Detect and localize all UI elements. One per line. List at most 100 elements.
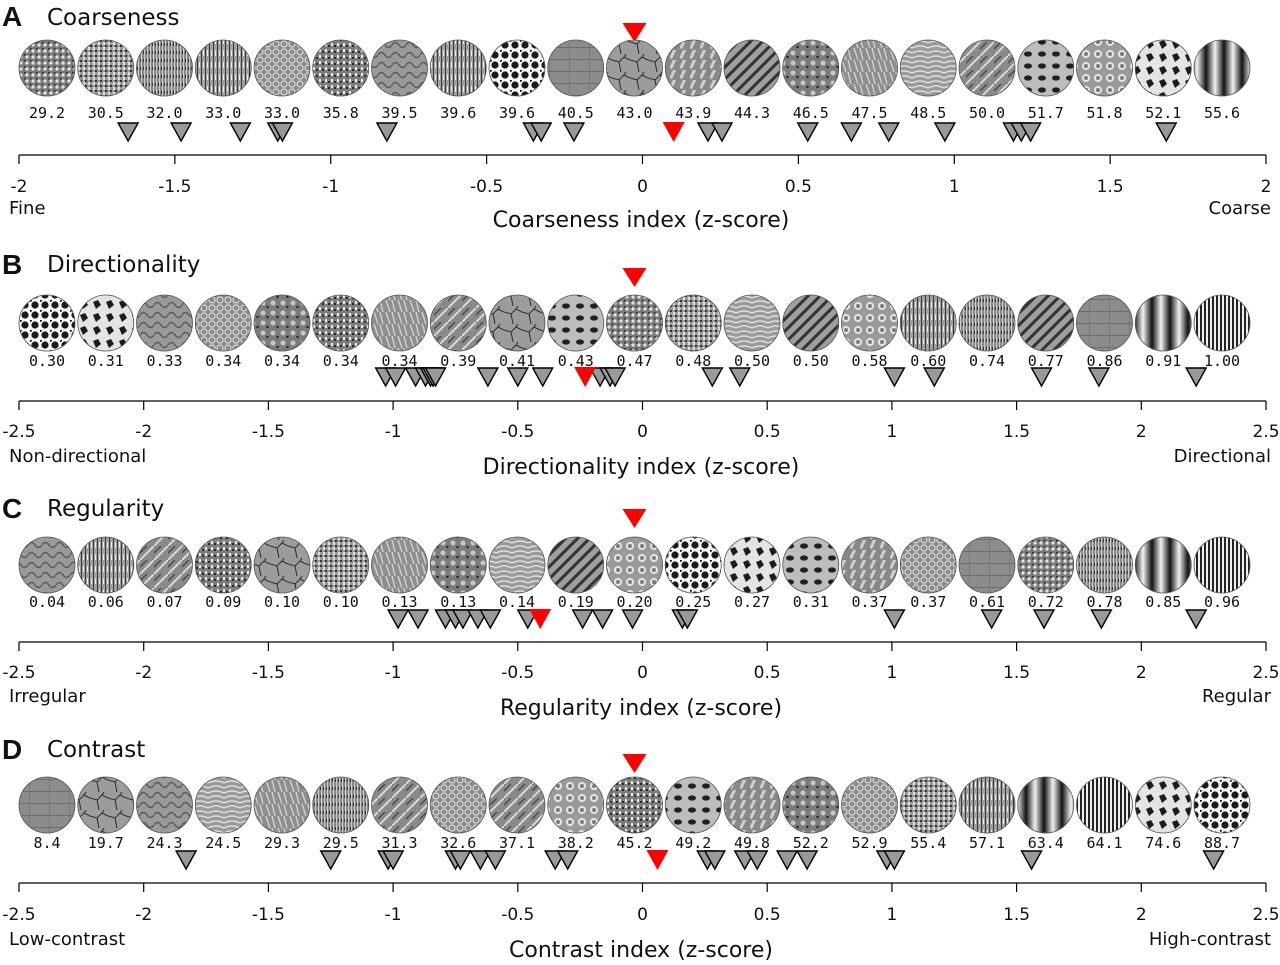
texture-value-label: 57.1 bbox=[969, 834, 1005, 852]
texture-sample bbox=[1193, 39, 1251, 97]
texture-sample bbox=[312, 536, 370, 594]
sample-marker bbox=[676, 609, 699, 630]
panel-letter: C bbox=[2, 493, 22, 524]
texture-sample bbox=[371, 39, 428, 97]
texture-sample bbox=[77, 39, 135, 97]
x-axis-label: Contrast index (z-score) bbox=[509, 938, 773, 963]
sample-marker bbox=[603, 367, 627, 388]
texture-value-label: 64.1 bbox=[1086, 834, 1122, 852]
texture-value-label: 0.33 bbox=[146, 352, 182, 370]
panel-b: B Directionality 0.30 0.31 0.33 0.34 0.34 0.34 0… bbox=[2, 249, 1280, 480]
sample-marker bbox=[484, 850, 507, 871]
sample-marker bbox=[1155, 122, 1178, 143]
texture-sample bbox=[606, 776, 663, 834]
texture-value-label: 0.50 bbox=[734, 352, 770, 370]
texture-sample bbox=[1134, 536, 1192, 594]
texture-value-label: 52.2 bbox=[793, 834, 829, 852]
x-tick-label: 2 bbox=[1136, 422, 1147, 442]
sample-marker bbox=[384, 367, 407, 388]
texture-sample bbox=[488, 776, 546, 834]
texture-value-label: 49.8 bbox=[734, 834, 770, 852]
x-tick-label: 2.5 bbox=[1252, 422, 1279, 442]
texture-value-label: 0.77 bbox=[1028, 352, 1064, 370]
texture-sample bbox=[429, 776, 487, 834]
texture-value-label: 0.39 bbox=[440, 352, 476, 370]
texture-value-label: 0.20 bbox=[616, 593, 652, 611]
texture-sample bbox=[1076, 294, 1133, 352]
texture-sample bbox=[488, 294, 546, 352]
texture-sample bbox=[841, 536, 898, 594]
panel-title: Directionality bbox=[47, 252, 200, 278]
texture-sample bbox=[253, 536, 311, 594]
texture-value-label: 0.09 bbox=[205, 593, 241, 611]
texture-sample bbox=[664, 294, 722, 352]
texture-value-label: 1.00 bbox=[1204, 352, 1240, 370]
texture-value-label: 46.5 bbox=[793, 104, 829, 122]
texture-sample bbox=[1017, 776, 1075, 834]
x-tick-label: 2.5 bbox=[1252, 663, 1279, 683]
x-tick-label: 0 bbox=[637, 663, 648, 683]
texture-sample bbox=[194, 536, 252, 594]
texture-sample bbox=[312, 39, 370, 97]
panel-a: A Coarseness 29.2 30.5 32.0 33.0 33.0 35.8 39.5 3… bbox=[2, 1, 1271, 233]
texture-sample bbox=[664, 776, 722, 834]
texture-sample bbox=[1017, 294, 1075, 352]
x-tick-label: -1.5 bbox=[252, 422, 285, 442]
sample-marker bbox=[424, 367, 447, 388]
sample-marker bbox=[1020, 850, 1043, 871]
sample-marker bbox=[980, 609, 1003, 630]
mean-marker bbox=[529, 609, 552, 629]
texture-sample bbox=[547, 294, 605, 352]
texture-sample bbox=[77, 536, 135, 594]
sample-marker bbox=[775, 850, 799, 871]
texture-sample bbox=[782, 294, 840, 352]
texture-sample bbox=[18, 776, 76, 834]
panel-title: Contrast bbox=[47, 737, 145, 763]
texture-value-label: 0.86 bbox=[1086, 352, 1122, 370]
left-end-label: Irregular bbox=[9, 686, 86, 707]
texture-sample bbox=[429, 39, 487, 97]
sample-marker bbox=[375, 122, 399, 143]
texture-sample bbox=[77, 776, 135, 834]
texture-sample bbox=[899, 39, 957, 97]
texture-value-label: 0.30 bbox=[29, 352, 65, 370]
left-end-label: Low-contrast bbox=[9, 929, 125, 950]
texture-value-label: 19.7 bbox=[88, 834, 124, 852]
sample-marker bbox=[174, 850, 198, 871]
sample-marker bbox=[883, 609, 906, 630]
panel-letter: D bbox=[2, 734, 22, 765]
texture-sample bbox=[253, 776, 311, 834]
texture-value-label: 52.9 bbox=[851, 834, 887, 852]
x-tick-label: -1.5 bbox=[158, 177, 191, 197]
texture-sample bbox=[1017, 39, 1075, 97]
texture-sample bbox=[958, 536, 1016, 594]
texture-sample bbox=[312, 776, 370, 834]
texture-sample bbox=[1193, 776, 1251, 834]
texture-value-label: 43.0 bbox=[616, 104, 652, 122]
x-tick-label: -1 bbox=[322, 177, 339, 197]
texture-sample bbox=[606, 39, 663, 97]
texture-value-label: 30.5 bbox=[88, 104, 124, 122]
texture-sample bbox=[136, 536, 193, 594]
reference-marker bbox=[622, 754, 647, 773]
x-tick-label: 0 bbox=[637, 177, 648, 197]
sample-marker bbox=[271, 122, 294, 143]
texture-value-label: 0.72 bbox=[1028, 593, 1064, 611]
texture-value-label: 0.14 bbox=[499, 593, 535, 611]
panel-d: D Contrast 8.4 19.7 24.3 24.5 29.3 29.5 31.3 32.6… bbox=[2, 734, 1280, 963]
x-tick-label: -1 bbox=[385, 905, 402, 925]
sample-marker bbox=[381, 850, 405, 871]
texture-value-label: 0.41 bbox=[499, 352, 535, 370]
sample-marker bbox=[469, 850, 492, 871]
texture-sample bbox=[547, 536, 605, 594]
x-tick-label: -2.5 bbox=[2, 422, 35, 442]
texture-value-label: 29.5 bbox=[323, 834, 359, 852]
texture-value-label: 32.0 bbox=[146, 104, 182, 122]
mean-marker bbox=[574, 367, 597, 387]
x-tick-label: -1 bbox=[385, 663, 402, 683]
texture-value-label: 0.47 bbox=[616, 352, 652, 370]
x-tick-label: -2.5 bbox=[2, 905, 35, 925]
x-tick-label: 1.5 bbox=[1003, 663, 1030, 683]
texture-sample bbox=[18, 294, 76, 352]
texture-sample bbox=[488, 536, 546, 594]
